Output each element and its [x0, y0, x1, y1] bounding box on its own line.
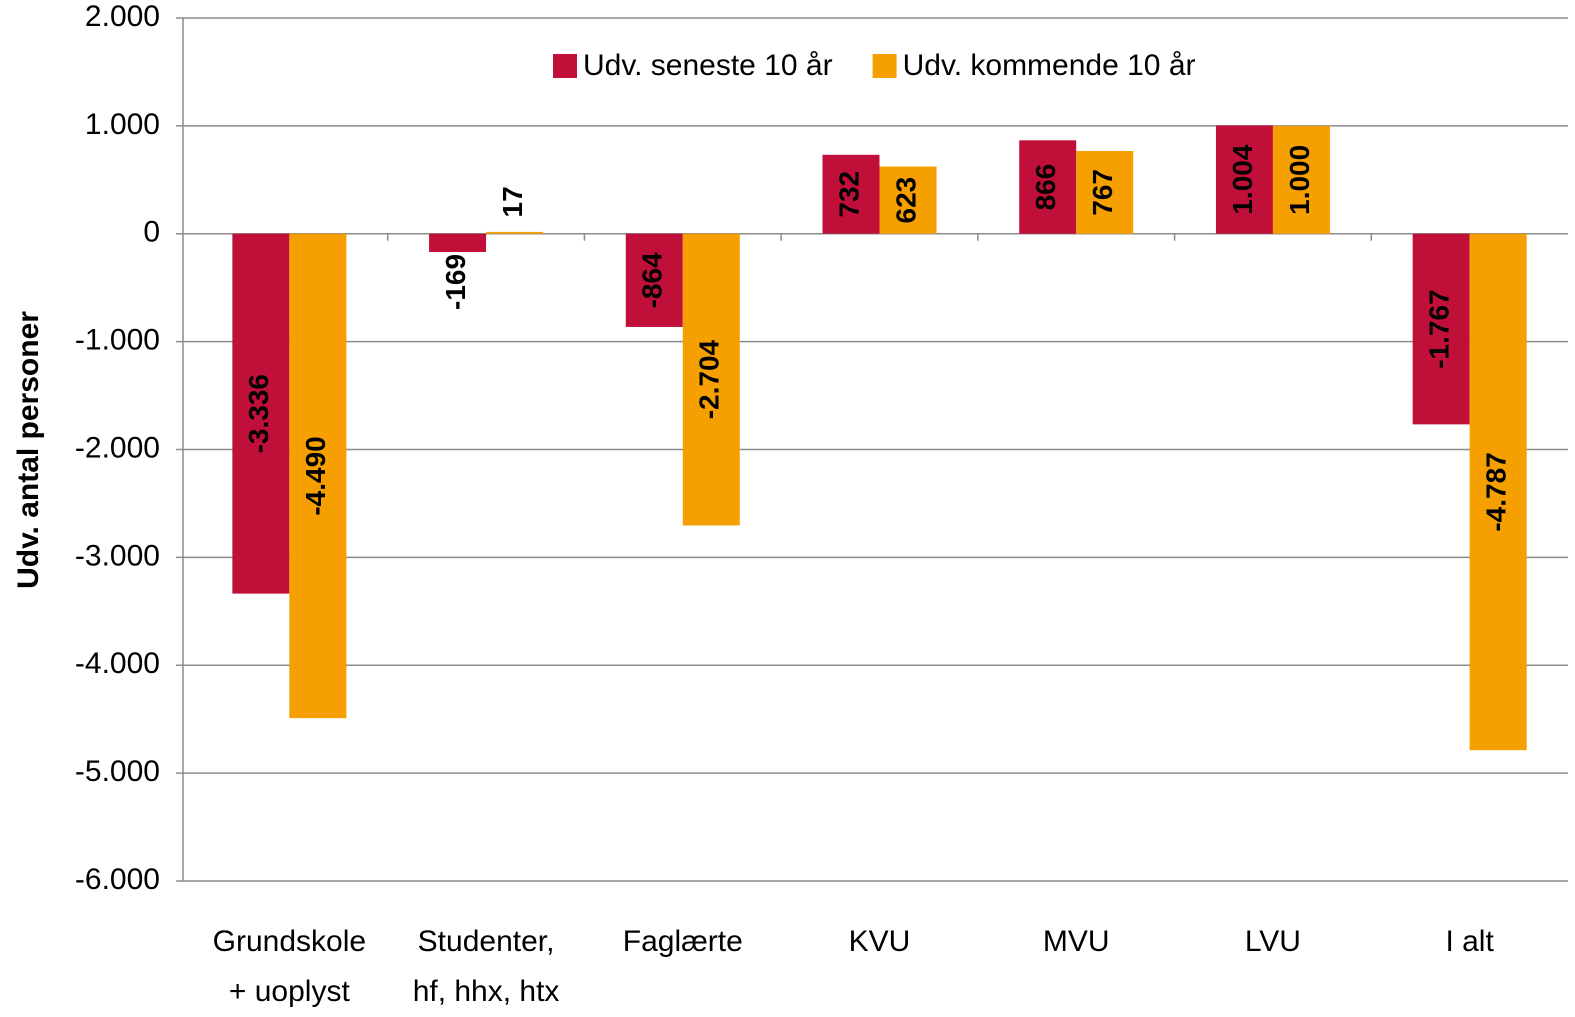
value-label: 1.004 [1227, 144, 1258, 214]
bar [1412, 233, 1470, 425]
bar [1215, 125, 1273, 234]
x-tick-label: LVU [1245, 925, 1301, 958]
value-label: -2.704 [694, 339, 725, 419]
y-tick-label: -5.000 [75, 755, 160, 788]
value-label: -4.787 [1481, 452, 1512, 531]
value-label: -3.336 [243, 374, 274, 453]
legend-swatch [872, 54, 897, 78]
bar [232, 233, 290, 594]
legend-swatch [553, 54, 577, 78]
legend-label: Udv. seneste 10 år [583, 49, 833, 82]
bar [625, 233, 683, 327]
bar [879, 166, 937, 234]
x-tick-label: KVU [849, 925, 911, 958]
bar [429, 233, 487, 252]
value-label: -864 [637, 252, 668, 308]
y-tick-label: -3.000 [75, 539, 160, 572]
x-tick-label: Faglærte [623, 925, 743, 958]
y-tick-label: -4.000 [75, 647, 160, 680]
value-label: 1.000 [1284, 145, 1315, 215]
y-tick-label: 1.000 [85, 108, 160, 141]
bar [682, 233, 740, 526]
x-tick-label: I alt [1445, 925, 1494, 958]
x-tick-label: MVU [1043, 925, 1110, 958]
y-tick-label: 0 [143, 216, 160, 249]
legend-label: Udv. kommende 10 år [903, 49, 1196, 82]
x-tick-label: hf, hhx, htx [413, 975, 560, 1008]
bar [1272, 125, 1330, 234]
value-label: -4.490 [300, 436, 331, 515]
y-tick-label: 2.000 [85, 0, 160, 33]
bar [1019, 140, 1077, 234]
x-tick-label: Grundskole [213, 925, 366, 958]
bar [289, 233, 347, 719]
value-label: 623 [890, 177, 921, 224]
bar [822, 154, 880, 234]
y-tick-label: -6.000 [75, 863, 160, 896]
x-tick-label: Studenter, [418, 925, 555, 958]
value-label: 866 [1030, 164, 1061, 211]
value-label: -169 [440, 254, 471, 310]
y-tick-label: -2.000 [75, 431, 160, 464]
x-tick-label: + uoplyst [229, 975, 351, 1008]
y-axis-label: Udv. antal personer [12, 311, 45, 589]
bar [1076, 151, 1134, 234]
y-tick-label: -1.000 [75, 324, 160, 357]
value-label: 767 [1087, 169, 1118, 216]
value-label: 732 [833, 171, 864, 218]
bar [1469, 233, 1527, 751]
value-label: -1.767 [1424, 289, 1455, 368]
bar [486, 231, 544, 234]
value-label: 17 [497, 186, 528, 217]
